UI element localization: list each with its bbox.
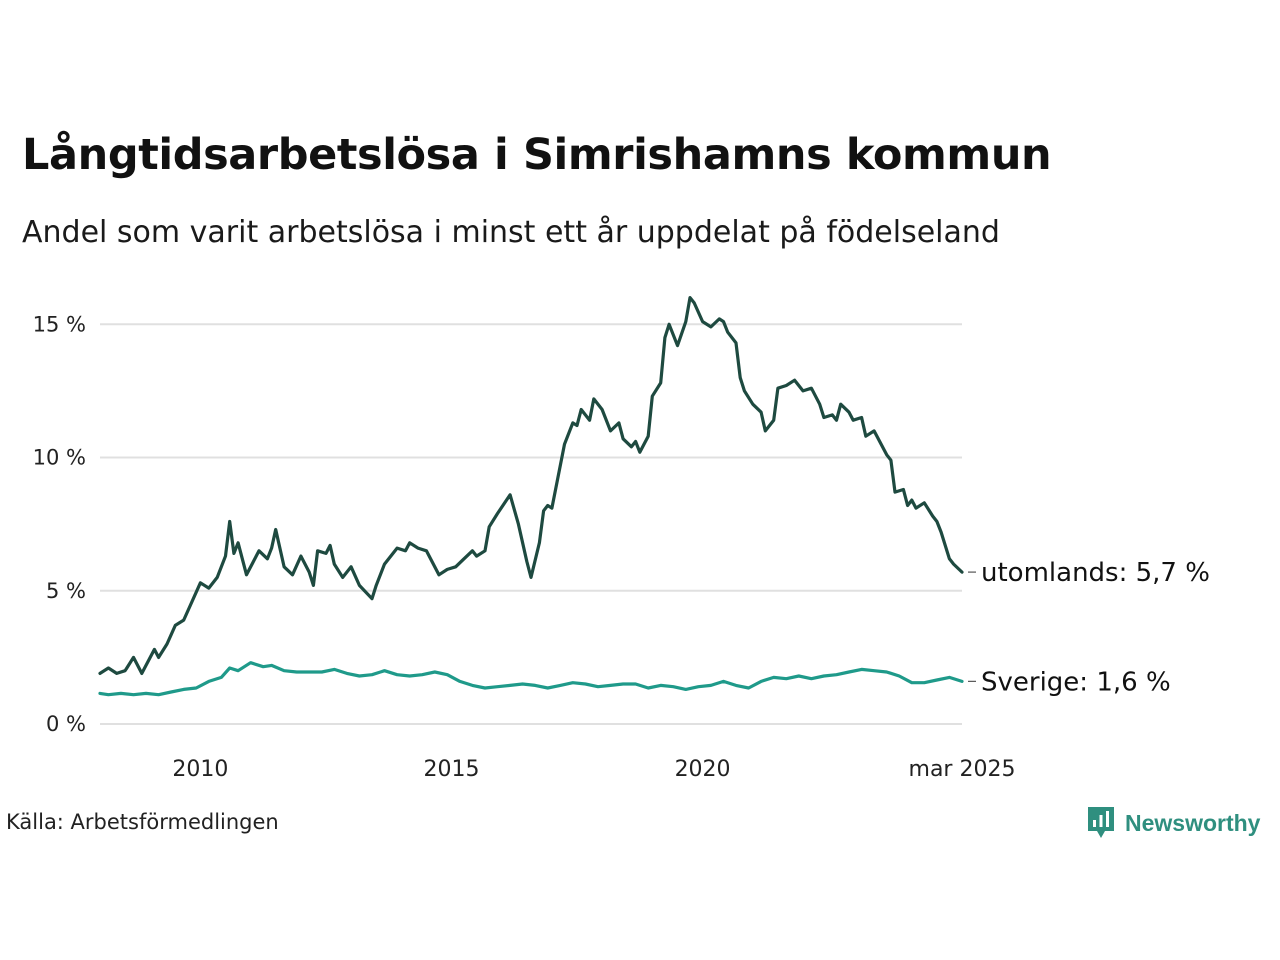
y-tick-label: 0 %	[46, 712, 86, 736]
chart-subtitle: Andel som varit arbetslösa i minst ett å…	[22, 215, 1000, 250]
x-axis-ticks: 2010 2015 2020 mar 2025	[172, 757, 1015, 782]
series-lines	[98, 296, 964, 697]
end-label-sverige: Sverige: 1,6 %	[981, 667, 1171, 697]
x-tick-label: 2015	[423, 757, 479, 782]
chart-title: Långtidsarbetslösa i Simrishamns kommun	[22, 130, 1052, 180]
source-credit: Källa: Arbetsförmedlingen	[6, 810, 279, 834]
x-tick-label: 2020	[675, 757, 731, 782]
series-end-labels: utomlands: 5,7 % Sverige: 1,6 %	[968, 558, 1210, 697]
y-tick-label: 10 %	[33, 446, 86, 470]
newsworthy-logo-icon	[1088, 807, 1114, 838]
y-tick-label: 5 %	[46, 579, 86, 603]
newsworthy-logo[interactable]: Newsworthy	[1086, 804, 1260, 842]
y-axis-ticks: 0 % 5 % 10 % 15 %	[33, 312, 86, 736]
series-line-sverige	[98, 661, 964, 697]
x-tick-label: mar 2025	[909, 757, 1016, 782]
y-tick-label: 15 %	[33, 312, 86, 336]
gridlines	[100, 323, 962, 725]
newsworthy-logo-text: Newsworthy	[1125, 809, 1261, 836]
series-line-utomlands	[98, 296, 964, 675]
x-tick-label: 2010	[172, 757, 228, 782]
end-label-utomlands: utomlands: 5,7 %	[981, 558, 1210, 588]
